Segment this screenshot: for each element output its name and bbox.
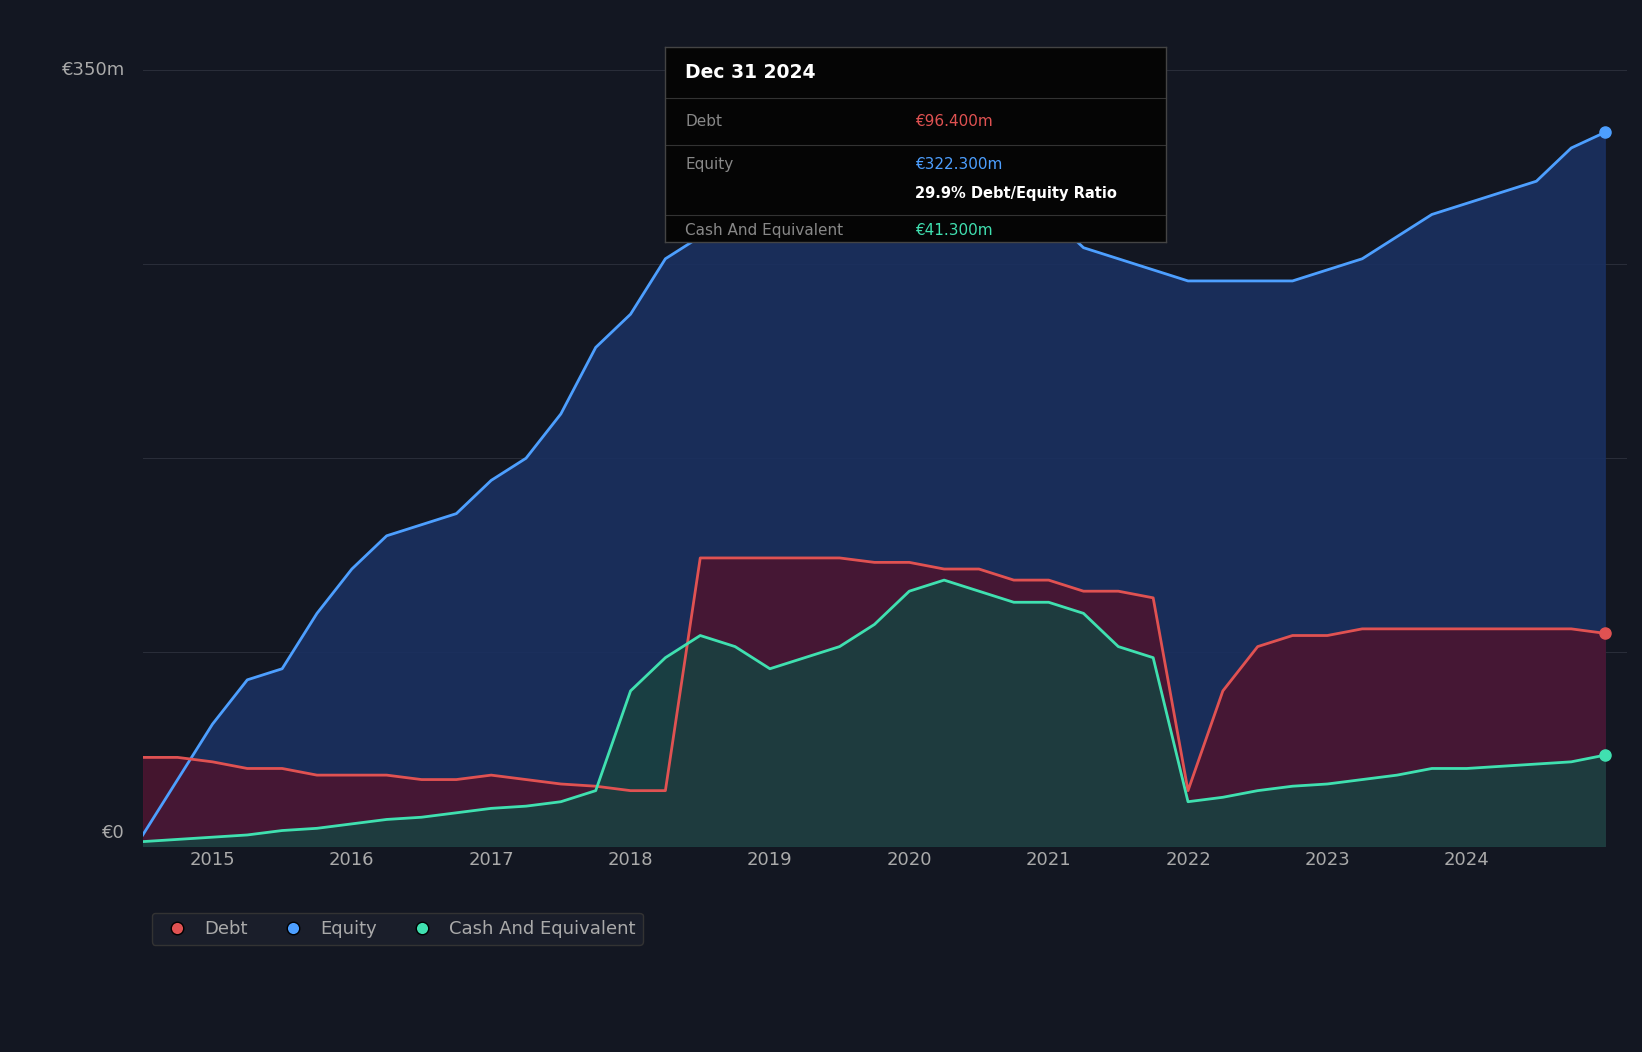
Text: €41.300m: €41.300m (916, 223, 993, 238)
Text: Dec 31 2024: Dec 31 2024 (685, 63, 816, 82)
Text: Debt: Debt (685, 114, 722, 128)
Text: €0: €0 (102, 824, 125, 842)
Text: 29.9% Debt/Equity Ratio: 29.9% Debt/Equity Ratio (916, 186, 1117, 201)
Text: €350m: €350m (62, 61, 125, 79)
Legend: Debt, Equity, Cash And Equivalent: Debt, Equity, Cash And Equivalent (151, 912, 642, 945)
Text: Equity: Equity (685, 157, 734, 171)
Text: €96.400m: €96.400m (916, 114, 993, 128)
Text: Cash And Equivalent: Cash And Equivalent (685, 223, 844, 238)
Text: €322.300m: €322.300m (916, 157, 1003, 171)
